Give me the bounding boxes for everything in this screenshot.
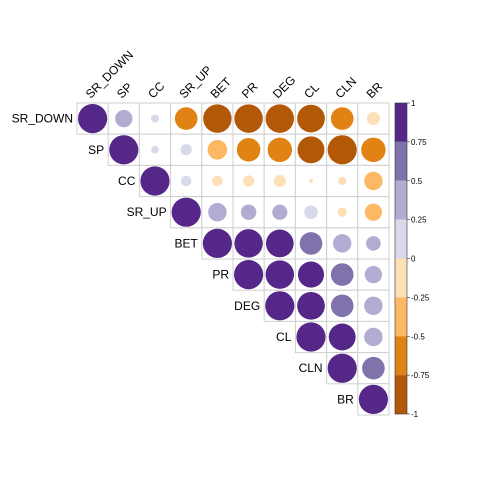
column-label-pr: PR — [239, 79, 261, 101]
legend-band-1 — [395, 141, 407, 181]
corr-circle-cln-cln — [327, 353, 357, 383]
corr-circle-cc-sr_up — [180, 175, 192, 187]
corr-circle-cc-cl — [308, 178, 314, 184]
row-label-pr: PR — [212, 268, 229, 282]
corr-circle-pr-cln — [330, 263, 354, 286]
legend-band-5 — [395, 297, 407, 337]
corr-circle-cc-br — [364, 171, 383, 191]
corr-circle-sp-cl — [297, 136, 325, 164]
corr-circle-cc-cln — [338, 176, 347, 186]
correlation-circles — [78, 104, 388, 414]
corr-circle-bet-bet — [202, 228, 232, 258]
corr-circle-cc-pr — [242, 175, 255, 187]
corr-circle-pr-pr — [234, 260, 264, 290]
legend-band-4 — [395, 258, 407, 298]
legend-band-3 — [395, 219, 407, 259]
corr-circle-pr-br — [364, 265, 383, 284]
row-label-cln: CLN — [299, 361, 323, 375]
corr-circle-sr_up-cln — [337, 207, 347, 217]
column-label-br: BR — [364, 79, 386, 101]
corr-circle-cln-br — [362, 356, 385, 380]
corr-circle-sr_down-bet — [203, 104, 232, 133]
row-label-deg: DEG — [234, 299, 260, 313]
row-label-bet: BET — [174, 236, 198, 250]
corr-circle-cc-bet — [212, 175, 223, 187]
corr-circle-cc-deg — [273, 174, 286, 188]
column-label-sp: SP — [114, 80, 135, 101]
corr-circle-deg-cln — [330, 294, 354, 318]
legend-tick-label: -0.5 — [411, 332, 425, 341]
column-label-bet: BET — [208, 74, 235, 101]
corr-circle-sp-sr_up — [180, 144, 192, 156]
row-label-sr_down: SR_DOWN — [12, 112, 73, 126]
corr-circle-pr-cl — [297, 261, 325, 288]
legend-tick-label: 0.5 — [411, 177, 423, 186]
corr-circle-sp-cln — [327, 135, 357, 165]
corr-circle-bet-pr — [234, 229, 263, 258]
legend-band-0 — [395, 103, 407, 142]
legend-tick-label: -1 — [411, 410, 419, 419]
corr-circle-sp-bet — [207, 140, 228, 160]
legend-tick-label: -0.75 — [411, 371, 430, 380]
legend-tick-label: 0.75 — [411, 138, 427, 147]
corr-circle-sr_down-cln — [330, 107, 354, 130]
corr-circle-pr-deg — [265, 260, 295, 289]
corr-circle-sp-cc — [151, 145, 159, 154]
corr-circle-br-br — [358, 384, 388, 414]
legend-band-6 — [395, 336, 407, 376]
row-label-br: BR — [337, 392, 354, 406]
corr-circle-bet-br — [366, 236, 381, 251]
corr-circle-sr_up-sr_up — [171, 197, 201, 227]
legend-band-2 — [395, 180, 407, 220]
corr-circle-deg-cl — [297, 291, 325, 320]
corr-circle-sr_down-deg — [265, 104, 295, 133]
corr-circle-deg-br — [364, 296, 383, 316]
corr-circle-sr_up-pr — [240, 204, 257, 220]
legend-tick-label: 0.25 — [411, 216, 427, 225]
legend-tick-label: 1 — [411, 99, 416, 108]
column-label-cln: CLN — [332, 74, 359, 101]
corr-circle-deg-deg — [265, 291, 295, 321]
row-labels: SR_DOWN SP CC SR_UP BET PR DEG CL CLN BR — [12, 112, 354, 407]
corr-circle-sp-sp — [109, 135, 139, 165]
corr-circle-sr_down-br — [366, 112, 380, 126]
corr-circle-cl-br — [364, 327, 383, 347]
corr-circle-sr_up-br — [364, 203, 383, 221]
legend-tick-label: 0 — [411, 255, 416, 264]
row-label-sp: SP — [88, 143, 104, 157]
column-label-deg: DEG — [270, 73, 298, 101]
corr-circle-bet-deg — [265, 229, 294, 258]
corr-circle-sr_down-pr — [234, 104, 263, 133]
corr-circle-sr_down-cl — [297, 104, 325, 133]
column-label-sr_up: SR_UP — [176, 63, 214, 101]
column-label-cc: CC — [145, 79, 167, 101]
corr-circle-sr_up-cl — [304, 205, 318, 220]
corr-circle-bet-cln — [332, 234, 352, 253]
corr-circle-cl-cln — [328, 323, 356, 351]
legend-tick-label: -0.25 — [411, 293, 430, 302]
legend-band-7 — [395, 375, 407, 414]
corr-circle-cc-cc — [140, 166, 170, 196]
corr-circle-sr_down-cc — [150, 114, 160, 123]
color-legend: 1 0.75 0.5 0.25 0 -0.25 -0.5 -0.75 -1 — [394, 99, 430, 419]
row-label-cc: CC — [118, 174, 136, 188]
column-label-cl: CL — [301, 80, 322, 101]
corr-circle-sr_down-sr_down — [78, 104, 108, 134]
corr-circle-bet-cl — [299, 232, 323, 255]
corr-circle-sp-deg — [267, 137, 293, 163]
corr-circle-sp-br — [361, 137, 386, 163]
row-label-sr_up: SR_UP — [127, 205, 167, 219]
corr-circle-sr_down-sp — [115, 109, 133, 128]
corr-circle-sr_up-bet — [208, 202, 227, 222]
corr-circle-sp-pr — [236, 138, 261, 162]
row-label-cl: CL — [276, 330, 292, 344]
matrix-cell-sp-bet — [201, 133, 234, 166]
corr-circle-cl-cl — [296, 322, 326, 352]
corr-circle-sr_up-deg — [272, 204, 288, 220]
matrix-cell-cc-bet — [201, 164, 234, 198]
corr-circle-sr_down-sr_up — [174, 107, 198, 130]
